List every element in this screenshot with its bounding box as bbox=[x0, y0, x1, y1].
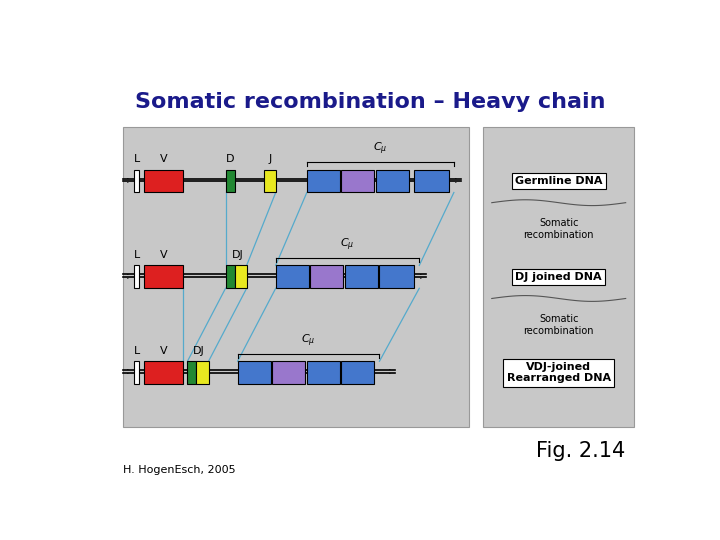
Text: DJ joined DNA: DJ joined DNA bbox=[516, 272, 602, 282]
Text: Fig. 2.14: Fig. 2.14 bbox=[536, 442, 626, 462]
Bar bbox=[143, 361, 184, 384]
Bar bbox=[376, 170, 409, 192]
Bar bbox=[341, 361, 374, 384]
Text: V: V bbox=[160, 250, 168, 260]
Text: L: L bbox=[133, 250, 140, 260]
Text: L: L bbox=[133, 154, 140, 164]
Text: $C_\mu$: $C_\mu$ bbox=[341, 237, 355, 253]
Bar bbox=[225, 266, 235, 288]
Bar bbox=[276, 266, 309, 288]
Text: :: : bbox=[419, 271, 423, 281]
Text: Somatic
recombination: Somatic recombination bbox=[523, 314, 594, 335]
Bar bbox=[272, 361, 305, 384]
Bar bbox=[345, 266, 378, 288]
Text: V: V bbox=[160, 346, 168, 356]
Bar bbox=[307, 170, 340, 192]
Text: :: : bbox=[126, 367, 130, 376]
Text: Germline DNA: Germline DNA bbox=[515, 176, 603, 186]
Text: $C_\mu$: $C_\mu$ bbox=[373, 141, 387, 157]
Bar bbox=[134, 170, 140, 192]
Bar bbox=[187, 361, 197, 384]
Bar bbox=[143, 170, 184, 192]
Bar bbox=[310, 266, 343, 288]
Bar bbox=[341, 170, 374, 192]
Text: J: J bbox=[268, 154, 271, 164]
Bar bbox=[124, 127, 469, 427]
Text: VDJ-joined
Rearranged DNA: VDJ-joined Rearranged DNA bbox=[507, 362, 611, 383]
Bar bbox=[134, 361, 140, 384]
Text: DJ: DJ bbox=[193, 346, 204, 356]
Bar bbox=[483, 127, 634, 427]
Bar bbox=[134, 266, 140, 288]
Bar bbox=[307, 361, 340, 384]
Bar bbox=[197, 361, 209, 384]
Text: :: : bbox=[388, 367, 392, 376]
Text: D: D bbox=[226, 154, 234, 164]
Text: DJ: DJ bbox=[232, 250, 243, 260]
Bar bbox=[264, 170, 276, 192]
Bar bbox=[225, 170, 235, 192]
Text: Somatic recombination – Heavy chain: Somatic recombination – Heavy chain bbox=[135, 92, 605, 112]
Text: :: : bbox=[126, 271, 130, 281]
Text: Somatic
recombination: Somatic recombination bbox=[523, 218, 594, 240]
Text: L: L bbox=[133, 346, 140, 356]
Text: V: V bbox=[160, 154, 168, 164]
Text: $C_\mu$: $C_\mu$ bbox=[302, 332, 316, 349]
Bar bbox=[235, 266, 247, 288]
Text: :: : bbox=[454, 175, 457, 185]
Text: :: : bbox=[126, 175, 130, 185]
Bar bbox=[143, 266, 184, 288]
Bar bbox=[414, 170, 449, 192]
Bar bbox=[238, 361, 271, 384]
Text: H. HogenEsch, 2005: H. HogenEsch, 2005 bbox=[124, 465, 236, 475]
Bar bbox=[379, 266, 414, 288]
